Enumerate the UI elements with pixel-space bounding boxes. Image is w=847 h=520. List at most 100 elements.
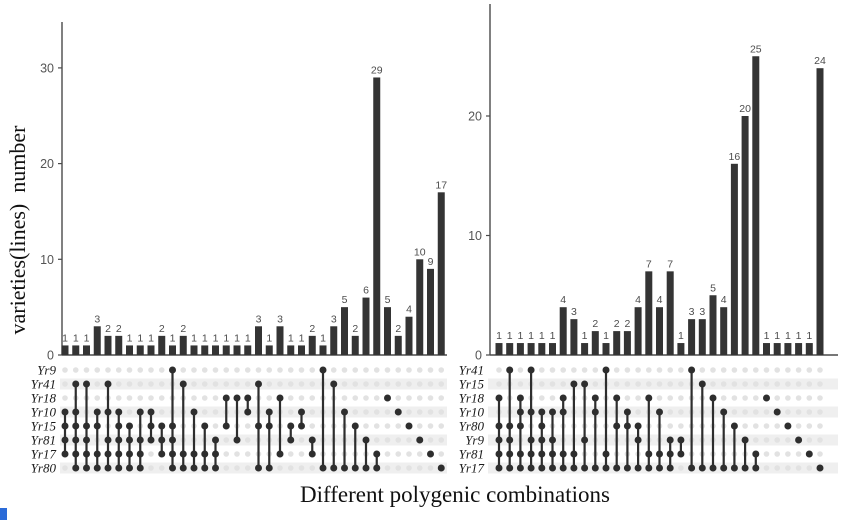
right-dot-empty <box>560 381 566 387</box>
left-bar-value-label: 1 <box>148 332 154 344</box>
right-dot-empty <box>753 437 759 443</box>
right-dot-empty <box>763 381 770 387</box>
right-bar-value-label: 3 <box>571 306 577 318</box>
left-dot-filled <box>319 464 327 472</box>
right-dot-filled <box>527 408 535 416</box>
right-dot-empty <box>678 409 684 415</box>
right-dot-empty <box>517 381 524 387</box>
left-dot-empty <box>395 381 402 387</box>
left-dot-empty <box>287 395 294 401</box>
right-bar-value-label: 1 <box>796 330 802 342</box>
left-dot-empty <box>148 381 154 387</box>
right-dot-empty <box>667 423 673 429</box>
left-y-tick-label: 30 <box>40 61 54 75</box>
right-dot-filled <box>613 394 621 402</box>
right-dot-filled <box>495 464 503 472</box>
left-dot-empty <box>137 395 144 401</box>
right-row-label-Yr15: Yr15 <box>459 377 485 392</box>
right-dot-empty <box>806 367 813 373</box>
left-dot-empty <box>427 423 434 429</box>
right-y-tick-label: 0 <box>475 349 482 363</box>
left-dot-filled <box>115 464 123 472</box>
right-bar <box>623 331 631 355</box>
right-dot-filled <box>570 380 578 388</box>
left-dot-filled <box>72 450 80 458</box>
left-dot-filled <box>158 450 166 458</box>
right-bar <box>666 271 674 355</box>
left-dot-empty <box>94 381 101 387</box>
right-matrix-row-band <box>488 378 838 390</box>
right-dot-empty <box>678 423 684 429</box>
left-dot-empty <box>416 409 423 415</box>
left-dot-filled <box>427 450 434 458</box>
left-dot-filled <box>93 408 101 416</box>
left-dot-filled <box>351 422 359 430</box>
left-bar-value-label: 2 <box>105 323 111 335</box>
right-dot-empty <box>774 423 780 429</box>
left-dot-empty <box>438 451 445 457</box>
right-dot-filled <box>623 422 631 430</box>
right-bar <box>506 343 514 355</box>
left-dot-filled <box>83 380 90 388</box>
left-dot-empty <box>72 367 79 373</box>
right-dot-empty <box>774 465 780 471</box>
right-dot-filled <box>623 464 631 472</box>
left-dot-empty <box>266 367 273 373</box>
left-dot-empty <box>373 367 380 373</box>
right-bar-value-label: 1 <box>582 330 588 342</box>
right-dot-filled <box>698 464 706 472</box>
right-dot-empty <box>581 367 588 373</box>
left-dot-filled <box>61 450 69 458</box>
right-dot-filled <box>634 422 642 430</box>
left-dot-filled <box>158 422 166 430</box>
right-dot-empty <box>785 437 791 443</box>
right-dot-empty <box>496 381 502 387</box>
right-dot-filled <box>773 408 781 416</box>
right-dot-filled <box>688 366 696 374</box>
right-bar-value-label: 4 <box>635 294 641 306</box>
right-dot-empty <box>774 367 780 373</box>
left-dot-filled <box>222 394 230 402</box>
left-dot-empty <box>309 465 316 471</box>
left-bar <box>179 335 187 355</box>
right-bar-value-label: 1 <box>550 330 556 342</box>
left-dot-filled <box>72 464 80 472</box>
left-bar-value-label: 1 <box>191 332 197 344</box>
left-bar <box>416 259 424 355</box>
left-bar-value-label: 1 <box>170 332 176 344</box>
left-dot-filled <box>93 422 101 430</box>
left-dot-filled <box>61 408 69 416</box>
left-dot-empty <box>287 451 294 457</box>
right-dot-filled <box>795 436 803 444</box>
right-dot-empty <box>646 367 652 373</box>
left-dot-filled <box>136 464 144 472</box>
right-dot-empty <box>806 423 813 429</box>
left-dot-filled <box>104 464 112 472</box>
right-bar-value-label: 1 <box>774 330 780 342</box>
left-dot-filled <box>126 436 133 444</box>
left-dot-empty <box>180 367 187 373</box>
right-bar-value-label: 5 <box>710 282 716 294</box>
left-matrix-row-band <box>60 406 447 418</box>
left-dot-filled <box>104 450 112 458</box>
left-dot-empty <box>395 437 402 443</box>
left-row-label-Yr18: Yr18 <box>31 391 57 406</box>
left-dot-filled <box>72 422 80 430</box>
left-dot-filled <box>190 450 198 458</box>
left-dot-empty <box>126 367 133 373</box>
left-bar <box>201 345 209 355</box>
left-dot-empty <box>427 465 434 471</box>
left-bar <box>104 335 112 355</box>
left-bar-value-label: 1 <box>213 332 219 344</box>
left-dot-filled <box>362 436 370 444</box>
right-dot-filled <box>709 464 717 472</box>
right-dot-filled <box>805 450 813 458</box>
right-dot-empty <box>753 423 759 429</box>
left-bar <box>93 326 101 355</box>
left-dot-empty <box>309 395 316 401</box>
left-dot-filled <box>83 422 90 430</box>
left-dot-empty <box>298 451 305 457</box>
left-dot-filled <box>169 464 176 472</box>
left-dot-empty <box>363 423 369 429</box>
right-dot-empty <box>806 465 813 471</box>
